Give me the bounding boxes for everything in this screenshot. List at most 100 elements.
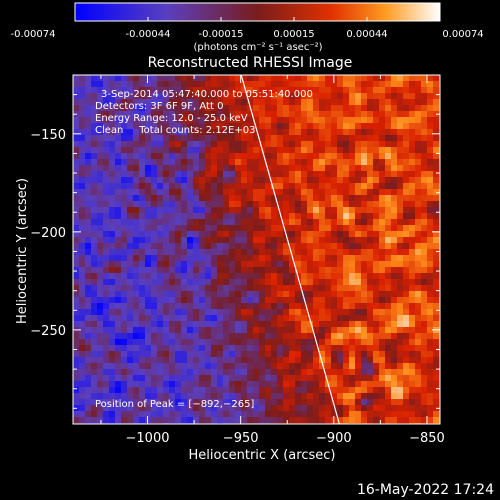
heatmap-cell — [121, 255, 128, 262]
heatmap-cell — [427, 225, 434, 232]
heatmap-cell — [349, 279, 356, 286]
heatmap-cell — [385, 207, 392, 214]
heatmap-cell — [109, 369, 116, 376]
heatmap-cell — [379, 387, 386, 394]
heatmap-cell — [115, 147, 122, 154]
heatmap-cell — [313, 345, 320, 352]
heatmap-cell — [283, 93, 290, 100]
heatmap-cell — [163, 231, 170, 238]
heatmap-cell — [145, 159, 152, 166]
heatmap-cell — [271, 207, 278, 214]
heatmap-cell — [85, 369, 92, 376]
heatmap-cell — [421, 255, 428, 262]
heatmap-cell — [229, 339, 236, 346]
heatmap-cell — [427, 99, 434, 106]
heatmap-cell — [253, 147, 260, 154]
heatmap-cell — [169, 309, 176, 316]
heatmap-cell — [355, 303, 362, 310]
heatmap-cell — [133, 237, 140, 244]
heatmap-cell — [169, 285, 176, 292]
heatmap-cell — [229, 219, 236, 226]
heatmap-cell — [373, 417, 380, 424]
heatmap-cell — [325, 255, 332, 262]
heatmap-cell — [97, 219, 104, 226]
heatmap-cell — [199, 99, 206, 106]
heatmap-cell — [301, 387, 308, 394]
heatmap-cell — [295, 375, 302, 382]
heatmap-cell — [199, 147, 206, 154]
heatmap-cell — [361, 243, 368, 250]
heatmap-cell — [373, 177, 380, 184]
heatmap-cell — [277, 369, 284, 376]
heatmap-cell — [85, 411, 92, 418]
heatmap-cell — [211, 147, 218, 154]
heatmap-cell — [211, 405, 218, 412]
heatmap-cell — [253, 153, 260, 160]
heatmap-cell — [259, 267, 266, 274]
heatmap-cell — [379, 267, 386, 274]
heatmap-cell — [355, 345, 362, 352]
heatmap-cell — [97, 177, 104, 184]
heatmap-cell — [421, 117, 428, 124]
heatmap-cell — [403, 213, 410, 220]
heatmap-cell — [175, 285, 182, 292]
heatmap-cell — [349, 231, 356, 238]
heatmap-cell — [85, 177, 92, 184]
heatmap-cell — [187, 393, 194, 400]
heatmap-cell — [271, 369, 278, 376]
heatmap-cell — [337, 147, 344, 154]
heatmap-cell — [217, 207, 224, 214]
heatmap-cell — [385, 141, 392, 148]
heatmap-cell — [175, 129, 182, 136]
heatmap-cell — [163, 297, 170, 304]
heatmap-cell — [289, 225, 296, 232]
heatmap-cell — [91, 99, 98, 106]
heatmap-cell — [337, 87, 344, 94]
heatmap-cell — [307, 165, 314, 172]
heatmap-cell — [337, 249, 344, 256]
heatmap-cell — [139, 285, 146, 292]
heatmap-cell — [301, 303, 308, 310]
heatmap-cell — [307, 411, 314, 418]
heatmap-cell — [325, 249, 332, 256]
heatmap-cell — [163, 117, 170, 124]
heatmap-cell — [109, 345, 116, 352]
heatmap-cell — [139, 375, 146, 382]
heatmap-cell — [139, 291, 146, 298]
heatmap-cell — [169, 369, 176, 376]
heatmap-cell — [367, 81, 374, 88]
heatmap-cell — [427, 147, 434, 154]
heatmap-cell — [211, 189, 218, 196]
heatmap-cell — [73, 171, 80, 178]
heatmap-cell — [379, 171, 386, 178]
heatmap-cell — [271, 219, 278, 226]
heatmap-cell — [139, 261, 146, 268]
heatmap-cell — [145, 363, 152, 370]
heatmap-cell — [397, 171, 404, 178]
heatmap-cell — [187, 99, 194, 106]
heatmap-cell — [157, 123, 164, 130]
heatmap-cell — [367, 147, 374, 154]
heatmap-cell — [193, 123, 200, 130]
heatmap-cell — [307, 297, 314, 304]
heatmap-cell — [307, 417, 314, 424]
heatmap-cell — [361, 129, 368, 136]
heatmap-cell — [397, 285, 404, 292]
heatmap-cell — [319, 105, 326, 112]
heatmap-cell — [427, 141, 434, 148]
heatmap-cell — [109, 207, 116, 214]
heatmap-cell — [79, 213, 86, 220]
heatmap-cell — [301, 291, 308, 298]
heatmap-cell — [229, 81, 236, 88]
heatmap-cell — [433, 75, 440, 82]
heatmap-cell — [367, 327, 374, 334]
heatmap-cell — [193, 333, 200, 340]
heatmap-cell — [115, 219, 122, 226]
heatmap-cell — [133, 123, 140, 130]
heatmap-cell — [427, 219, 434, 226]
heatmap-cell — [115, 207, 122, 214]
heatmap-cell — [397, 387, 404, 394]
heatmap-cell — [121, 81, 128, 88]
heatmap-cell — [115, 111, 122, 118]
heatmap-cell — [409, 315, 416, 322]
